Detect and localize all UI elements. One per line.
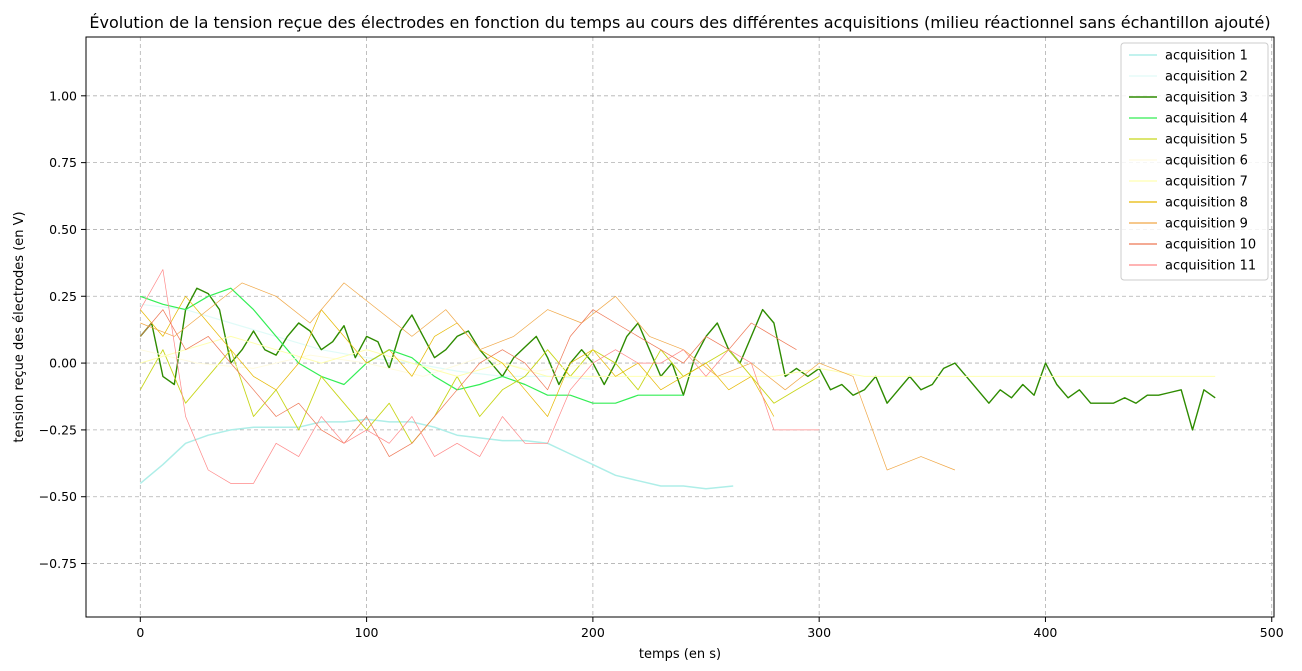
series-layer xyxy=(139,269,1216,490)
legend-entry: acquisition 9 xyxy=(1165,217,1248,232)
y-tick-label: −0.25 xyxy=(39,422,77,437)
x-tick-label: 100 xyxy=(355,625,379,640)
chart-title: Évolution de la tension reçue des électr… xyxy=(89,13,1270,32)
legend-entry: acquisition 5 xyxy=(1165,133,1248,148)
series-line-acquisition-10 xyxy=(140,309,797,457)
x-axis-label: temps (en s) xyxy=(639,647,721,662)
ticks: 0 100 200 300 400 500 −0.75 −0.50 −0.25 0.00 0.25 0… xyxy=(39,88,1284,640)
legend-entry: acquisition 3 xyxy=(1165,91,1248,106)
x-tick-label: 500 xyxy=(1260,625,1284,640)
series-line-acquisition-1 xyxy=(139,418,734,490)
legend: acquisition 1 acquisition 2 acquisition 3 a… xyxy=(1120,42,1269,281)
y-tick-label: 0.50 xyxy=(49,222,77,237)
legend-entry: acquisition 4 xyxy=(1165,112,1248,127)
plot-frame xyxy=(85,36,1275,618)
x-tick-label: 300 xyxy=(807,625,831,640)
legend-entry: acquisition 1 xyxy=(1165,49,1248,64)
series-line-acquisition-3 xyxy=(139,287,1216,431)
legend-entry: acquisition 6 xyxy=(1165,154,1248,169)
legend-entry: acquisition 7 xyxy=(1165,175,1248,190)
series-line-acquisition-9 xyxy=(140,282,956,471)
series-line-acquisition-2 xyxy=(140,303,593,380)
series-line-acquisition-11 xyxy=(139,269,820,484)
y-tick-label: 0.25 xyxy=(49,289,77,304)
y-tick-label: 0.75 xyxy=(49,155,77,170)
y-tick-label: −0.75 xyxy=(39,556,77,571)
x-tick-label: 400 xyxy=(1034,625,1058,640)
x-tick-label: 200 xyxy=(581,625,605,640)
legend-entry: acquisition 11 xyxy=(1165,259,1256,274)
legend-entry: acquisition 2 xyxy=(1165,70,1248,85)
grid xyxy=(86,37,1274,617)
series-line-acquisition-4 xyxy=(140,287,684,404)
y-tick-label: −0.50 xyxy=(39,489,77,504)
y-tick-label: 1.00 xyxy=(49,88,77,103)
y-tick-label: 0.00 xyxy=(49,356,77,371)
x-tick-label: 0 xyxy=(136,625,144,640)
legend-box xyxy=(1120,42,1269,281)
legend-entry: acquisition 10 xyxy=(1165,238,1256,253)
y-axis-label: tension reçue des électrodes (en V) xyxy=(12,211,27,442)
legend-entry: acquisition 8 xyxy=(1165,196,1248,211)
